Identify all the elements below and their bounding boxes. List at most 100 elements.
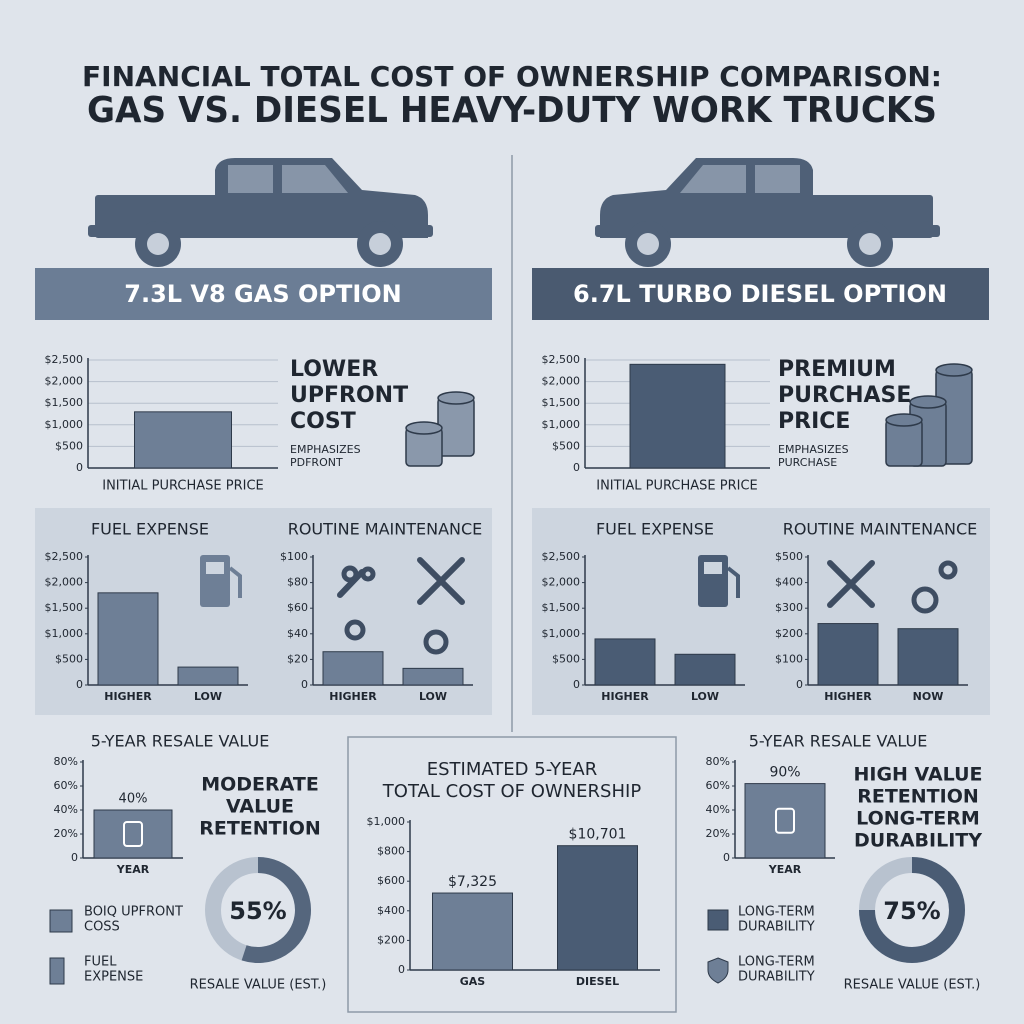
title-line: FINANCIAL TOTAL COST OF OWNERSHIP COMPAR…: [82, 60, 942, 93]
legend-label: DURABILITY: [738, 970, 815, 985]
annotation: $10,701: [569, 827, 627, 843]
y-tick-label: $1,000: [542, 627, 581, 640]
bar: [322, 651, 384, 686]
tools-icon: [337, 557, 875, 608]
callout-heading: VALUE: [226, 796, 294, 818]
bar: [674, 653, 736, 686]
y-tick-label: $1,000: [45, 418, 84, 431]
x-tick-label: LOW: [194, 690, 222, 703]
y-tick-label: $2,500: [45, 353, 84, 366]
y-tick-label: 20%: [706, 827, 730, 840]
donut-arc: [241, 857, 311, 963]
y-tick-label: $2,000: [45, 375, 84, 388]
x-tick-label: HIGHER: [601, 690, 649, 703]
panel: [347, 736, 677, 1013]
y-tick-label: $200: [377, 933, 405, 946]
y-tick-label: $20: [287, 652, 308, 665]
chart-title: ROUTINE MAINTENANCE: [783, 520, 978, 539]
bar: [97, 592, 159, 686]
legend-label: LONG-TERM: [738, 905, 815, 920]
y-tick-label: $40: [287, 627, 308, 640]
x-tick-label: GAS: [460, 975, 486, 988]
y-tick-label: 0: [573, 461, 580, 474]
coins-icon: [405, 391, 475, 467]
x-tick-label: YEAR: [116, 863, 150, 876]
callout-heading: LOWER: [290, 357, 378, 382]
callout-note: PDFRONT: [290, 456, 343, 469]
value-label: 55%: [229, 897, 286, 925]
y-tick-label: $600: [377, 874, 405, 887]
y-tick-label: $400: [377, 904, 405, 917]
annotation: 90%: [769, 765, 800, 781]
y-tick-label: 0: [71, 851, 78, 864]
y-tick-label: $800: [377, 845, 405, 858]
bar: [177, 666, 239, 686]
y-tick-label: $2,500: [542, 353, 581, 366]
legend-icon: [707, 909, 729, 931]
callout-note: PURCHASE: [778, 456, 837, 469]
y-tick-label: $500: [55, 439, 83, 452]
value-label: 75%: [883, 897, 940, 925]
legend-label: LONG-TERM: [738, 955, 815, 970]
option-label: 6.7L TURBO DIESEL OPTION: [573, 280, 947, 308]
coins-icon: [885, 363, 973, 467]
y-tick-label: $500: [55, 652, 83, 665]
chart-title: FUEL EXPENSE: [596, 520, 714, 539]
y-tick-label: 80%: [706, 755, 730, 768]
x-tick-label: DIESEL: [576, 975, 619, 988]
y-tick-label: 20%: [54, 827, 78, 840]
y-tick-label: 0: [573, 678, 580, 691]
x-tick-label: LOW: [691, 690, 719, 703]
bar: [557, 845, 638, 971]
x-tick-label: HIGHER: [329, 690, 377, 703]
y-tick-label: 80%: [54, 755, 78, 768]
legend-label: FUEL: [84, 955, 117, 970]
callout-heading: DURABILITY: [854, 830, 982, 852]
dollar-icon: [775, 807, 795, 834]
chart-subtitle: RESALE VALUE (EST.): [844, 978, 981, 993]
y-tick-label: $1,500: [542, 396, 581, 409]
bar: [817, 623, 879, 686]
y-tick-label: $1,000: [542, 418, 581, 431]
x-axis-label: INITIAL PURCHASE PRICE: [596, 479, 758, 494]
callout-heading: MODERATE: [201, 774, 319, 796]
y-tick-label: $80: [287, 576, 308, 589]
y-tick-label: $60: [287, 601, 308, 614]
callout-heading: LONG-TERM: [856, 808, 980, 830]
y-tick-label: $500: [775, 550, 803, 563]
chart-title: ESTIMATED 5-YEAR: [427, 759, 598, 780]
y-tick-label: $2,000: [542, 375, 581, 388]
callout-heading: UPFRONT: [290, 383, 408, 408]
callout-heading: HIGH VALUE: [853, 764, 982, 786]
x-tick-label: NOW: [913, 690, 944, 703]
y-tick-label: $1,500: [45, 396, 84, 409]
y-tick-label: $1,500: [45, 601, 84, 614]
y-tick-label: 40%: [706, 803, 730, 816]
annotation: $7,325: [448, 874, 497, 890]
chart-title: TOTAL COST OF OWNERSHIP: [382, 781, 642, 802]
y-tick-label: $500: [552, 652, 580, 665]
x-tick-label: YEAR: [768, 863, 802, 876]
x-axis-label: INITIAL PURCHASE PRICE: [102, 479, 264, 494]
value-label: 40%: [119, 792, 148, 807]
callout-note: EMPHASIZES: [290, 443, 361, 456]
y-tick-label: 0: [76, 678, 83, 691]
chart-title: 5-YEAR RESALE VALUE: [91, 732, 270, 751]
option-label: 7.3L V8 GAS OPTION: [124, 280, 402, 308]
y-tick-label: $1,500: [542, 601, 581, 614]
legend-label: BOIQ UPFRONT: [84, 905, 183, 920]
legend-icon: [49, 957, 65, 985]
callout-heading: PREMIUM: [778, 357, 896, 382]
legend-label: DURABILITY: [738, 920, 815, 935]
callout-heading: PRICE: [778, 409, 850, 434]
bar: [629, 363, 726, 469]
y-tick-label: 0: [398, 963, 405, 976]
callout-note: EMPHASIZES: [778, 443, 849, 456]
x-tick-label: HIGHER: [824, 690, 872, 703]
y-tick-label: 40%: [54, 803, 78, 816]
y-tick-label: 0: [76, 461, 83, 474]
y-tick-label: 0: [796, 678, 803, 691]
y-tick-label: $100: [280, 550, 308, 563]
title-line: GAS VS. DIESEL HEAVY-DUTY WORK TRUCKS: [87, 90, 937, 131]
chart-title: ROUTINE MAINTENANCE: [288, 520, 483, 539]
